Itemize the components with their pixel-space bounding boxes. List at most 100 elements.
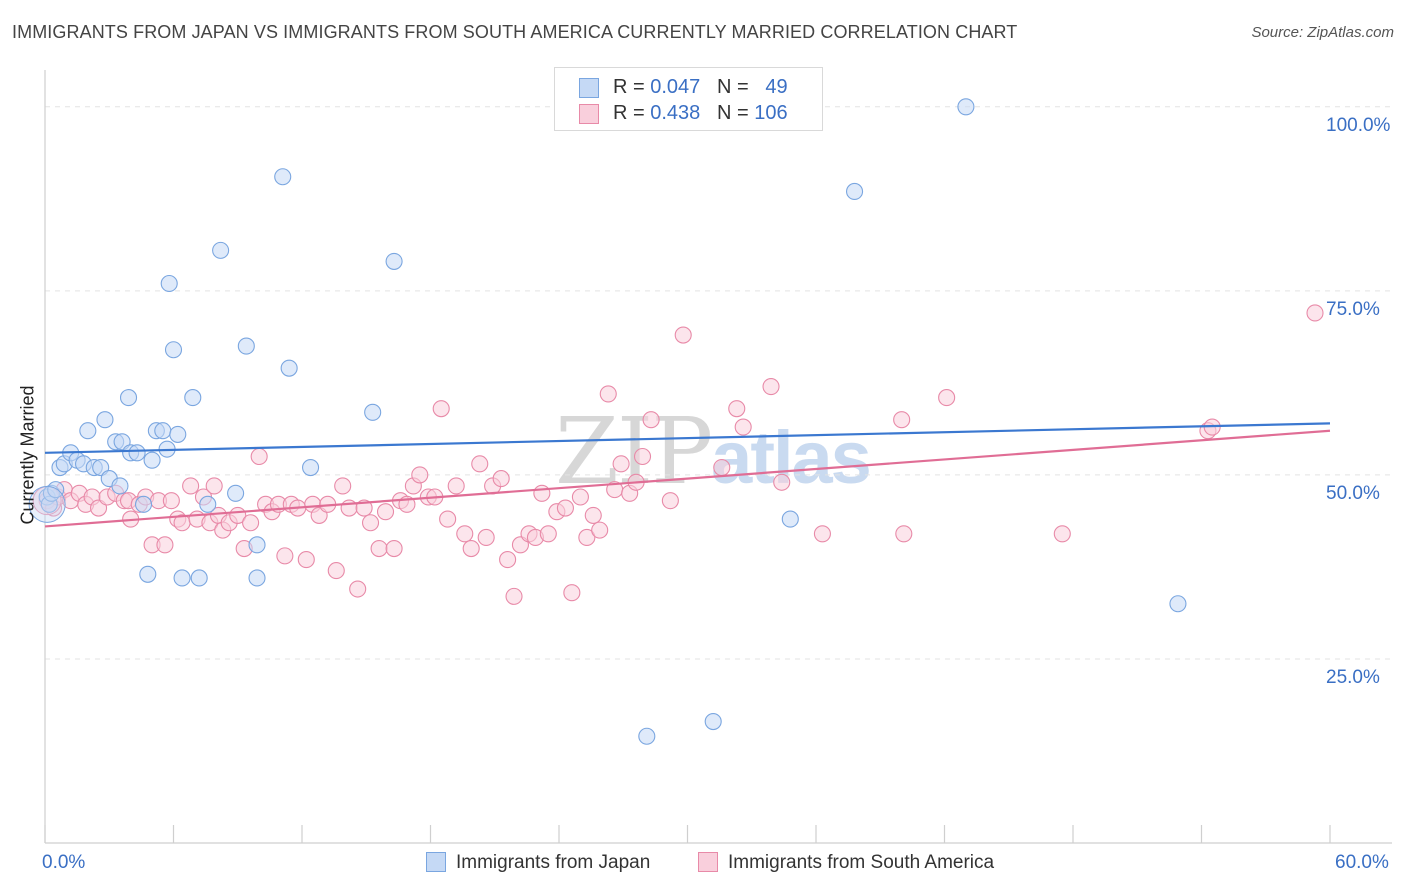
south-america-point bbox=[297, 551, 315, 569]
japan-point bbox=[248, 569, 266, 587]
south-america-point bbox=[674, 326, 692, 344]
legend-n-label: N = bbox=[716, 102, 749, 124]
south-america-point bbox=[893, 411, 911, 429]
trend-line-japan bbox=[44, 422, 1331, 454]
bottom-legend-japan: Immigrants from Japan bbox=[426, 852, 650, 874]
south-america-point bbox=[584, 506, 602, 524]
south-america-point bbox=[938, 389, 956, 407]
japan-point bbox=[364, 403, 382, 421]
south-america-point bbox=[162, 492, 180, 510]
south-america-point bbox=[182, 477, 200, 495]
japan-point bbox=[1169, 595, 1187, 613]
south-america-point bbox=[205, 477, 223, 495]
south-america-point bbox=[728, 400, 746, 418]
japan-point bbox=[143, 451, 161, 469]
trend-line-south-america bbox=[44, 429, 1331, 528]
japan-point bbox=[957, 98, 975, 116]
legend-n-value-japan: 49 bbox=[765, 76, 788, 98]
japan-point bbox=[385, 252, 403, 270]
grid-lines bbox=[45, 106, 1392, 660]
south-america-point bbox=[533, 484, 551, 502]
japan-point bbox=[139, 565, 157, 583]
south-america-point bbox=[599, 385, 617, 403]
japan-point bbox=[154, 422, 172, 440]
axes bbox=[44, 70, 1392, 844]
japan-point bbox=[274, 168, 292, 186]
south-america-point bbox=[471, 455, 489, 473]
south-america-point bbox=[156, 536, 174, 554]
source-note: Source: ZipAtlas.com bbox=[1251, 24, 1394, 41]
japan-cluster-point bbox=[28, 485, 66, 523]
south-america-point bbox=[813, 525, 831, 543]
legend-swatch-south-america bbox=[579, 104, 599, 124]
legend-swatch-japan bbox=[579, 78, 599, 98]
south-america-point bbox=[556, 499, 574, 517]
japan-point bbox=[302, 458, 320, 477]
japan-point bbox=[79, 422, 97, 440]
bottom-legend-south-america: Immigrants from South America bbox=[698, 852, 994, 874]
legend-n-value-south-america: 106 bbox=[754, 102, 788, 124]
japan-point bbox=[638, 727, 656, 745]
japan-point bbox=[47, 481, 65, 499]
south-america-point bbox=[370, 539, 388, 558]
south-america-point bbox=[439, 510, 457, 528]
japan-point bbox=[237, 337, 255, 355]
legend-r-label: R = bbox=[613, 102, 645, 124]
japan-point bbox=[190, 569, 208, 587]
legend-r-value-south-america: 0.438 bbox=[650, 102, 701, 124]
south-america-point bbox=[633, 447, 652, 466]
y-axis-label: Currently Married bbox=[17, 385, 38, 525]
south-america-point bbox=[492, 470, 510, 488]
japan-point bbox=[111, 477, 129, 495]
chart-title: IMMIGRANTS FROM JAPAN VS IMMIGRANTS FROM… bbox=[12, 22, 1018, 42]
south-america-point bbox=[334, 477, 352, 495]
y-tick-label-25: 25.0% bbox=[1326, 666, 1380, 688]
south-america-point bbox=[349, 580, 367, 598]
bottom-legend-label-japan: Immigrants from Japan bbox=[456, 852, 651, 873]
south-america-point bbox=[376, 503, 395, 521]
south-america-point bbox=[591, 521, 609, 539]
japan-point bbox=[173, 569, 191, 587]
south-america-point bbox=[327, 562, 345, 580]
bottom-legend-swatch-south-america bbox=[698, 852, 718, 872]
x-tick-label-min: 0.0% bbox=[42, 852, 86, 873]
south-america-point bbox=[563, 584, 581, 602]
legend-r-value-japan: 0.047 bbox=[650, 76, 701, 98]
south-america-point bbox=[432, 400, 450, 418]
south-america-point bbox=[242, 514, 260, 532]
series-japan-points bbox=[28, 98, 1187, 745]
japan-point bbox=[227, 484, 245, 502]
south-america-point bbox=[713, 458, 731, 477]
x-tick-label-max: 60.0% bbox=[1335, 852, 1389, 873]
japan-point bbox=[160, 274, 178, 293]
south-america-point bbox=[571, 488, 589, 506]
bottom-legend-label-south-america: Immigrants from South America bbox=[728, 852, 995, 873]
south-america-point bbox=[477, 528, 495, 547]
south-america-point bbox=[499, 551, 517, 569]
y-tick-label-50: 50.0% bbox=[1326, 482, 1380, 504]
south-america-point bbox=[734, 418, 752, 436]
japan-point bbox=[169, 425, 187, 443]
south-america-point bbox=[539, 525, 557, 543]
japan-point bbox=[119, 389, 138, 407]
south-america-point bbox=[1306, 304, 1324, 322]
series-south-america-points bbox=[32, 304, 1324, 605]
japan-point bbox=[248, 536, 266, 554]
japan-point bbox=[128, 444, 146, 462]
south-america-point bbox=[361, 514, 380, 532]
trend-lines bbox=[44, 422, 1331, 528]
south-america-point bbox=[895, 525, 913, 543]
south-america-point bbox=[762, 378, 780, 396]
y-tick-label-75: 75.0% bbox=[1326, 298, 1380, 320]
south-america-point bbox=[578, 528, 596, 547]
south-america-point bbox=[385, 539, 403, 558]
south-america-point bbox=[661, 492, 679, 510]
south-america-point bbox=[1053, 525, 1071, 543]
japan-point bbox=[134, 495, 153, 513]
south-america-point bbox=[447, 477, 465, 495]
japan-point bbox=[96, 411, 114, 429]
south-america-point bbox=[612, 455, 630, 473]
south-america-point bbox=[505, 587, 523, 605]
japan-point bbox=[845, 182, 864, 201]
correlation-legend: R = 0.047 N = 49 R = 0.438 N = 106 bbox=[554, 67, 823, 131]
